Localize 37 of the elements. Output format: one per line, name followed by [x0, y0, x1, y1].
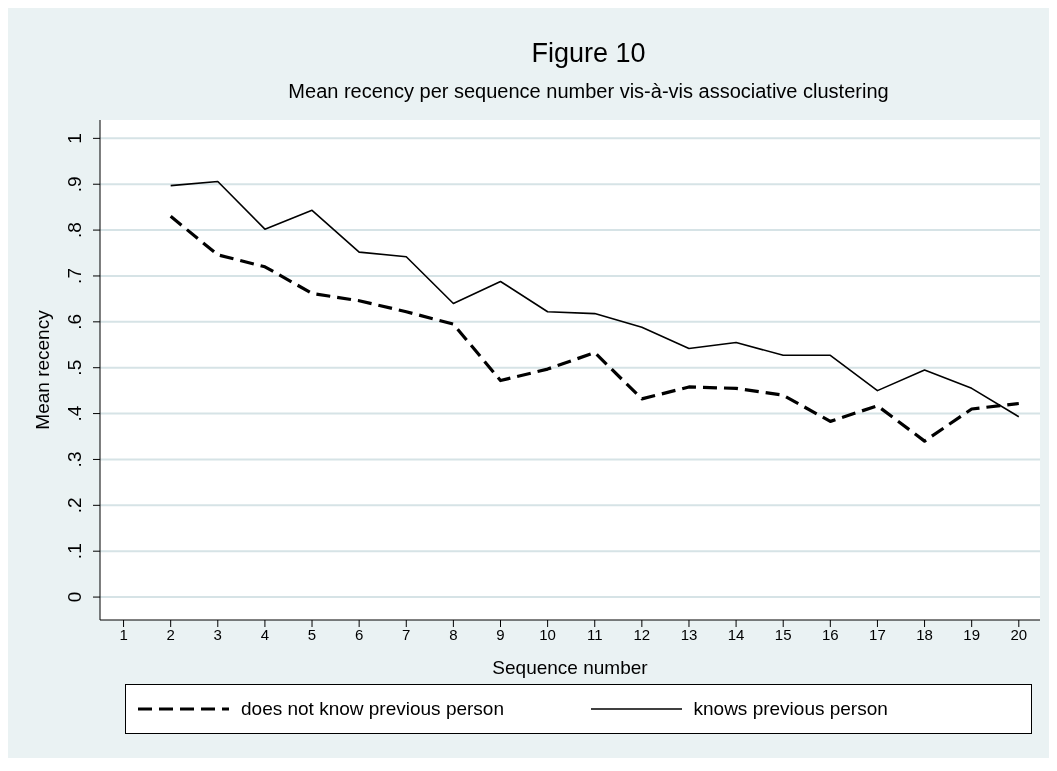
legend-label: knows previous person: [693, 698, 888, 720]
y-axis-title: Mean recency: [31, 309, 53, 430]
x-tick-label: 7: [402, 625, 411, 643]
x-tick-label: 3: [213, 625, 222, 643]
x-tick-label: 18: [916, 625, 933, 643]
x-tick-label: 11: [586, 625, 603, 643]
y-tick-label: .9: [64, 176, 85, 193]
y-tick-label: 0: [64, 591, 85, 603]
y-tick-label: 1: [64, 133, 85, 144]
x-tick-label: 19: [963, 625, 981, 643]
x-tick-label: 8: [449, 625, 458, 643]
x-tick-label: 2: [166, 625, 175, 643]
x-tick-label: 1: [119, 625, 128, 643]
x-tick-label: 10: [539, 625, 556, 643]
x-tick-label: 5: [307, 625, 317, 643]
y-tick-label: .1: [64, 543, 85, 560]
y-tick-label: .8: [64, 222, 85, 239]
x-tick-label: 17: [869, 625, 886, 643]
chart-title: Figure 10: [530, 38, 647, 69]
x-tick-label: 15: [774, 625, 792, 643]
legend-label: does not know previous person: [241, 698, 504, 720]
chart-subtitle: Mean recency per sequence number vis-à-vis associative clustering: [287, 80, 890, 103]
y-tick-label: .4: [64, 405, 85, 422]
y-tick-label: .5: [64, 359, 85, 376]
x-tick-label: 9: [496, 625, 505, 643]
y-tick-label: .3: [64, 451, 85, 468]
x-tick-label: 12: [633, 625, 651, 643]
y-tick-label: .7: [64, 268, 85, 284]
x-tick-label: 14: [727, 625, 745, 643]
x-tick-label: 13: [680, 625, 698, 643]
x-axis-title: Sequence number: [492, 657, 649, 678]
x-tick-label: 6: [354, 625, 364, 643]
y-tick-label: .2: [64, 497, 85, 514]
y-tick-label: .6: [64, 313, 85, 330]
x-tick-label: 4: [260, 625, 270, 643]
x-tick-label: 16: [821, 625, 839, 643]
x-tick-label: 20: [1010, 625, 1028, 643]
